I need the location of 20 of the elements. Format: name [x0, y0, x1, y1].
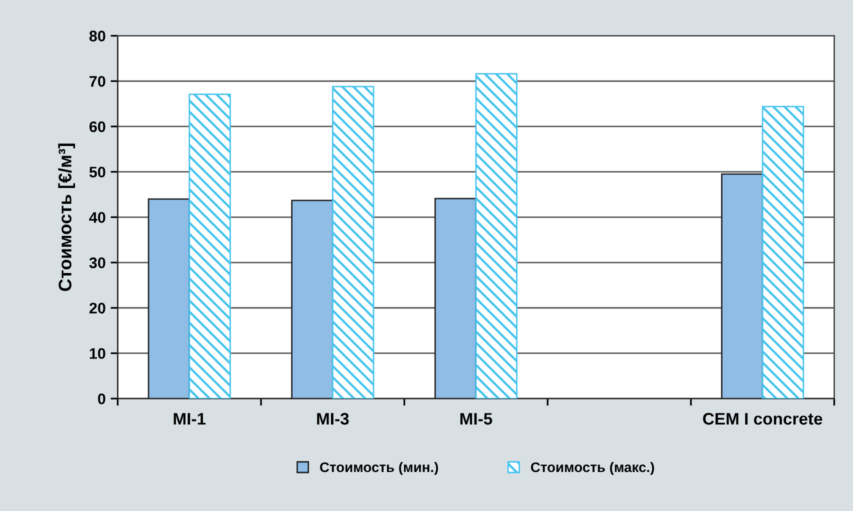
y-tick-label: 70	[90, 76, 106, 87]
y-tick-label: 30	[89, 257, 106, 268]
x-tick-label: MI-5	[460, 413, 492, 425]
y-axis-title: Стоимость [€/м³]	[58, 144, 76, 291]
bar	[332, 86, 374, 399]
y-tick-label: 40	[89, 212, 106, 223]
bar	[188, 94, 231, 399]
x-tick-label: MI-1	[174, 413, 206, 425]
x-tick-label: CEM I concrete	[703, 412, 822, 425]
y-tick-label: 10	[90, 348, 106, 359]
legend-label: Стоимость (макс.)	[530, 462, 654, 475]
y-tick-label: 60	[89, 121, 106, 132]
bar	[475, 73, 518, 399]
y-tick-label: 20	[89, 302, 106, 314]
y-tick-label: 50	[89, 166, 106, 178]
x-tick-label: MI-3	[317, 412, 349, 425]
y-tick-label: 0	[98, 393, 106, 404]
bar	[762, 106, 804, 399]
legend-label: Стоимость (мин.)	[320, 462, 438, 475]
y-tick-label: 80	[89, 30, 106, 42]
